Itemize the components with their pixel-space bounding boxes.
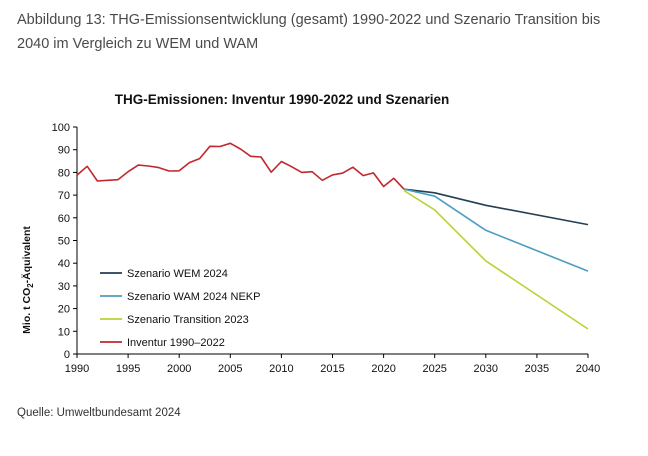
chart-title: THG-Emissionen: Inventur 1990-2022 und S…: [115, 92, 450, 107]
series-line-inventur-1990-2022: [76, 142, 405, 190]
y-tick-label: 40: [58, 258, 70, 270]
y-axis-label: Mio. t CO2-Äquivalent: [20, 226, 35, 334]
y-tick-label: 100: [52, 122, 70, 134]
x-tick-label: 2010: [269, 363, 293, 375]
x-tick-label: 2015: [320, 363, 344, 375]
series-lines-group: [76, 142, 589, 330]
x-tick-label: 1990: [65, 363, 89, 375]
y-tick-label: 50: [58, 236, 70, 248]
legend-label: Szenario WEM 2024: [127, 268, 228, 280]
legend: Szenario WEM 2024 Szenario WAM 2024 NEKP S…: [100, 268, 260, 349]
y-axis-label-tail: -Äquivalent: [20, 226, 33, 284]
x-tick-label: 2020: [371, 363, 395, 375]
figure-caption: Abbildung 13: THG-Emissionsentwicklung (…: [17, 12, 601, 52]
y-tick-label: 30: [58, 281, 70, 293]
legend-label: Szenario WAM 2024 NEKP: [127, 291, 260, 303]
x-tick-label: 2030: [474, 363, 498, 375]
y-tick-label: 0: [64, 349, 70, 361]
series-line-szenario-wem-2024: [403, 188, 589, 226]
legend-label: Szenario Transition 2023: [127, 314, 249, 326]
x-tick-label: 2040: [576, 363, 600, 375]
y-tick-label: 80: [58, 167, 70, 179]
y-tick-label: 10: [58, 326, 70, 338]
y-tick-label: 90: [58, 145, 70, 157]
x-tick-label: 2025: [422, 363, 446, 375]
source-note: Quelle: Umweltbundesamt 2024: [17, 407, 181, 419]
y-axis-label-subscript: 2: [26, 283, 35, 288]
x-tick-label: 2005: [218, 363, 242, 375]
chart-container: THG-Emissionen: Inventur 1990-2022 und S…: [0, 80, 648, 390]
y-axis-label-main: Mio. t CO: [21, 288, 33, 334]
x-tick-label: 1995: [116, 363, 140, 375]
y-tick-label: 20: [58, 304, 70, 316]
emissions-line-chart: THG-Emissionen: Inventur 1990-2022 und S…: [20, 92, 601, 375]
y-tick-label: 70: [58, 190, 70, 202]
x-tick-label: 2035: [525, 363, 549, 375]
series-line-szenario-transition-2023: [403, 189, 589, 330]
x-tick-label: 2000: [167, 363, 191, 375]
series-line-szenario-wam-2024-nekp: [403, 188, 589, 272]
y-tick-label: 60: [58, 213, 70, 225]
legend-label: Inventur 1990–2022: [127, 337, 225, 349]
